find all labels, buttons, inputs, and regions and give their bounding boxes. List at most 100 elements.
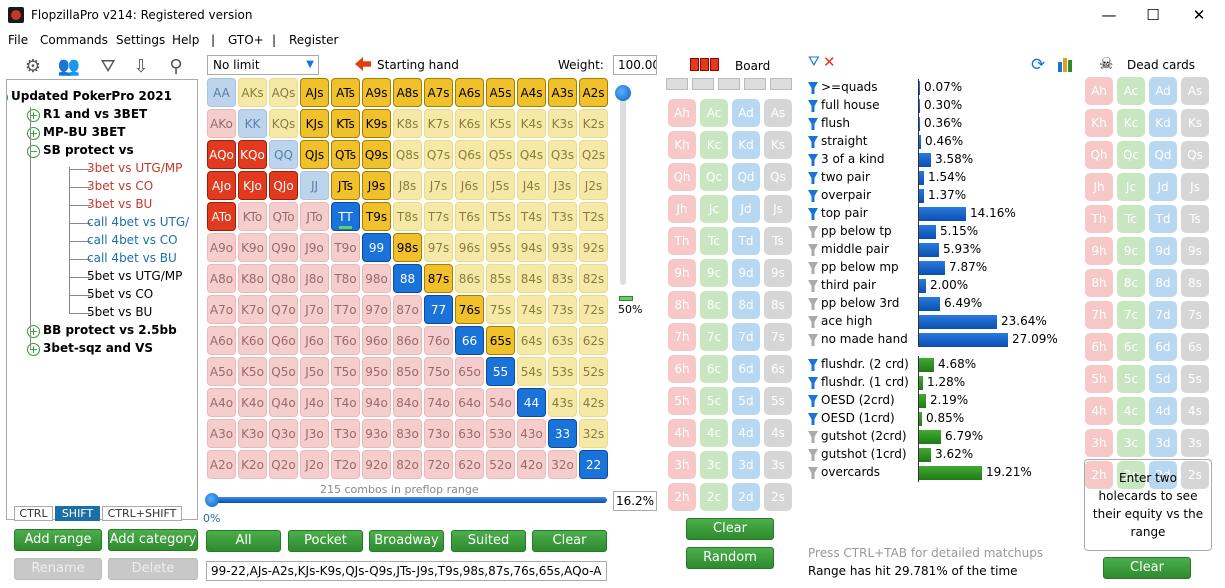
- hand-cell[interactable]: A6s: [455, 78, 484, 107]
- bar-chart-icon[interactable]: [1058, 56, 1076, 72]
- dead-card[interactable]: Ah: [1085, 77, 1113, 105]
- hand-cell[interactable]: 83s: [548, 264, 577, 293]
- hand-cell[interactable]: Q8o: [269, 264, 298, 293]
- hand-cell[interactable]: 76o: [424, 326, 453, 355]
- filter-active-icon[interactable]: [808, 82, 818, 94]
- hand-cell[interactable]: J9s: [362, 171, 391, 200]
- hand-cell[interactable]: 88: [393, 264, 422, 293]
- dead-card[interactable]: 9h: [1085, 237, 1113, 265]
- dead-card[interactable]: 3h: [1085, 429, 1113, 457]
- hand-cell[interactable]: K5s: [486, 109, 515, 138]
- board-card[interactable]: Qd: [732, 163, 760, 191]
- dead-card[interactable]: 2d: [1149, 461, 1177, 489]
- hand-cell[interactable]: T8s: [393, 202, 422, 231]
- filter-active-icon[interactable]: [808, 395, 818, 407]
- hand-cell[interactable]: J5s: [486, 171, 515, 200]
- hand-cell[interactable]: K4o: [238, 388, 267, 417]
- dead-card[interactable]: 4s: [1181, 397, 1209, 425]
- hand-cell[interactable]: 99: [362, 233, 391, 262]
- board-card[interactable]: 3c: [700, 451, 728, 479]
- dead-card[interactable]: 9d: [1149, 237, 1177, 265]
- dead-card[interactable]: Ad: [1149, 77, 1177, 105]
- tree-node[interactable]: call 4bet vs UTG/: [87, 215, 190, 229]
- dead-card[interactable]: 4h: [1085, 397, 1113, 425]
- dead-card[interactable]: Js: [1181, 173, 1209, 201]
- hand-cell[interactable]: Q8s: [393, 140, 422, 169]
- hand-cell[interactable]: KQs: [269, 109, 298, 138]
- dead-card[interactable]: Qs: [1181, 141, 1209, 169]
- hand-cell[interactable]: K8s: [393, 109, 422, 138]
- dead-card[interactable]: 3c: [1117, 429, 1145, 457]
- hand-cell[interactable]: 52s: [579, 357, 608, 386]
- hand-cell[interactable]: AA: [207, 78, 236, 107]
- hand-cell[interactable]: 87s: [424, 264, 453, 293]
- hand-cell[interactable]: 63o: [455, 419, 484, 448]
- hand-cell[interactable]: Q7o: [269, 295, 298, 324]
- board-card[interactable]: Kd: [732, 131, 760, 159]
- hand-cell[interactable]: 85o: [393, 357, 422, 386]
- hand-cell[interactable]: K6o: [238, 326, 267, 355]
- dead-card[interactable]: Jc: [1117, 173, 1145, 201]
- tree-node[interactable]: 5bet vs BU: [87, 305, 153, 319]
- hand-cell[interactable]: A7o: [207, 295, 236, 324]
- delete-button[interactable]: Delete: [108, 558, 198, 580]
- dead-card[interactable]: 2h: [1085, 461, 1113, 489]
- hand-cell[interactable]: A8s: [393, 78, 422, 107]
- hand-cell[interactable]: QTo: [269, 202, 298, 231]
- hand-cell[interactable]: K4s: [517, 109, 546, 138]
- hand-cell[interactable]: J5o: [300, 357, 329, 386]
- hand-cell[interactable]: Q4s: [517, 140, 546, 169]
- hand-cell[interactable]: 43o: [517, 419, 546, 448]
- hand-cell[interactable]: A2s: [579, 78, 608, 107]
- board-card[interactable]: 2h: [668, 483, 696, 511]
- filter-inactive-icon[interactable]: [808, 262, 818, 274]
- hand-cell[interactable]: J7o: [300, 295, 329, 324]
- tree-node[interactable]: call 4bet vs CO: [87, 233, 178, 247]
- filter-active-icon[interactable]: [808, 154, 818, 166]
- hand-cell[interactable]: K9o: [238, 233, 267, 262]
- hand-cell[interactable]: A3o: [207, 419, 236, 448]
- settings-gear-icon[interactable]: ⚙: [24, 56, 42, 77]
- hand-cell[interactable]: 77: [424, 295, 453, 324]
- hand-cell[interactable]: 86o: [393, 326, 422, 355]
- hand-cell[interactable]: A3s: [548, 78, 577, 107]
- hand-cell[interactable]: AQs: [269, 78, 298, 107]
- hand-cell[interactable]: JTs: [331, 171, 360, 200]
- hand-cell[interactable]: A9s: [362, 78, 391, 107]
- dead-card[interactable]: Kh: [1085, 109, 1113, 137]
- hand-cell[interactable]: AKs: [238, 78, 267, 107]
- filter-inactive-icon[interactable]: [808, 280, 818, 292]
- dead-card[interactable]: 8h: [1085, 269, 1113, 297]
- hand-cell[interactable]: Q7s: [424, 140, 453, 169]
- hand-cell[interactable]: J6o: [300, 326, 329, 355]
- weight-slider-track[interactable]: [620, 95, 626, 285]
- hand-cell[interactable]: 73s: [548, 295, 577, 324]
- tree-node[interactable]: Updated PokerPro 2021: [11, 89, 172, 103]
- modifier-tab-ctrl-shift[interactable]: CTRL+SHIFT: [102, 506, 182, 521]
- hand-cell[interactable]: T6o: [331, 326, 360, 355]
- dead-card[interactable]: Td: [1149, 205, 1177, 233]
- hand-cell[interactable]: T2s: [579, 202, 608, 231]
- hand-cell[interactable]: 94s: [517, 233, 546, 262]
- hand-cell[interactable]: Q4o: [269, 388, 298, 417]
- hand-cell[interactable]: K2s: [579, 109, 608, 138]
- hand-cell[interactable]: Q3s: [548, 140, 577, 169]
- hand-cell[interactable]: T3s: [548, 202, 577, 231]
- close-button[interactable]: ✕: [1192, 6, 1206, 24]
- hand-cell[interactable]: K3s: [548, 109, 577, 138]
- range-all-button[interactable]: All: [206, 530, 281, 552]
- board-card[interactable]: Td: [732, 227, 760, 255]
- board-card[interactable]: Ac: [700, 99, 728, 127]
- hand-cell[interactable]: 65o: [455, 357, 484, 386]
- hand-cell[interactable]: T9o: [331, 233, 360, 262]
- dead-card[interactable]: 7h: [1085, 301, 1113, 329]
- hand-cell[interactable]: QJo: [269, 171, 298, 200]
- dead-card[interactable]: 8d: [1149, 269, 1177, 297]
- board-card[interactable]: 2d: [732, 483, 760, 511]
- dead-card[interactable]: Ks: [1181, 109, 1209, 137]
- board-card[interactable]: 8d: [732, 291, 760, 319]
- hand-cell[interactable]: Q6s: [455, 140, 484, 169]
- hand-cell[interactable]: Q3o: [269, 419, 298, 448]
- board-card[interactable]: Ts: [764, 227, 792, 255]
- menu-gto-[interactable]: GTO+: [228, 33, 264, 47]
